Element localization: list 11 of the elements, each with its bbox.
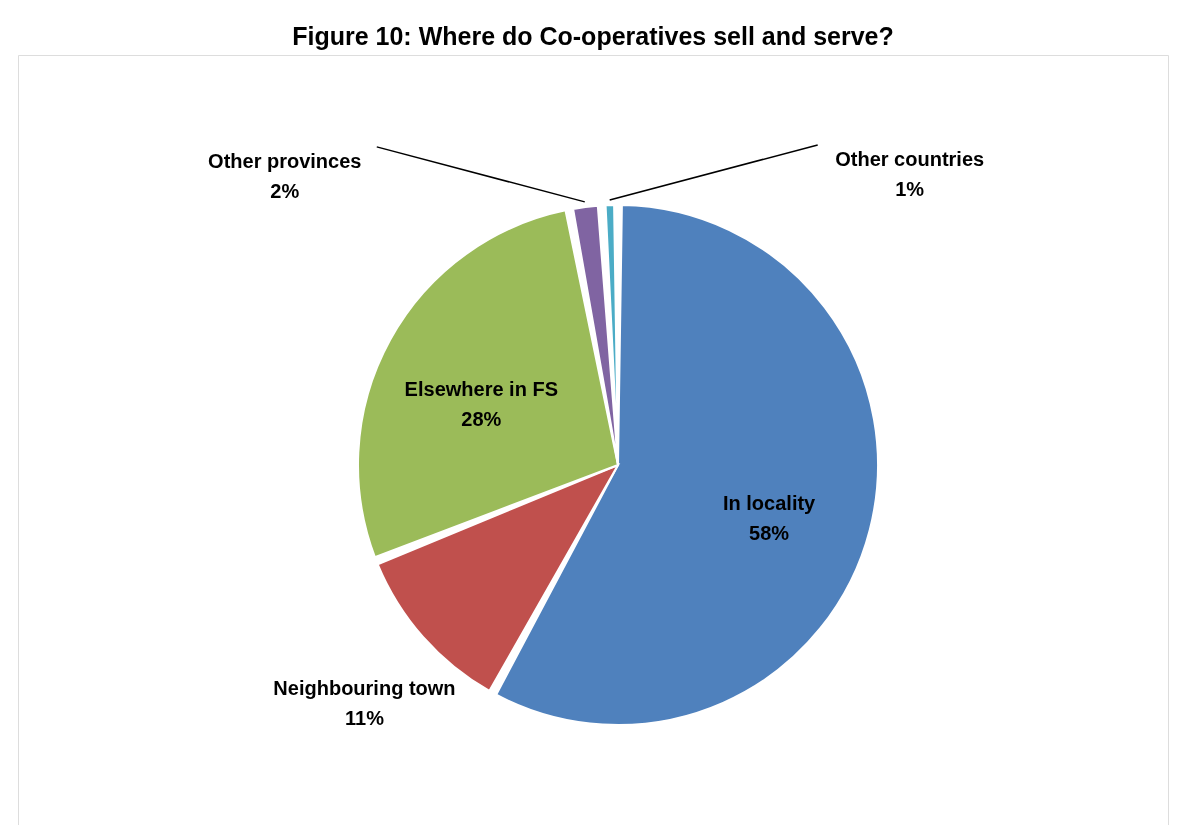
slice-label: Other provinces	[208, 149, 362, 172]
slice-label: In locality	[722, 491, 817, 514]
data-label: 58%	[749, 521, 790, 544]
slice-label: Other countries	[835, 147, 985, 170]
slice-label: Neighbouring town	[273, 676, 456, 699]
data-label: 28%	[461, 407, 502, 430]
data-label: 1%	[895, 177, 925, 200]
chart-title: Figure 10: Where do Co-operatives sell and serve?	[292, 22, 894, 50]
data-label: 2%	[270, 179, 300, 202]
slice-label: Elsewhere in FS	[404, 377, 558, 400]
data-label: 11%	[344, 706, 385, 729]
